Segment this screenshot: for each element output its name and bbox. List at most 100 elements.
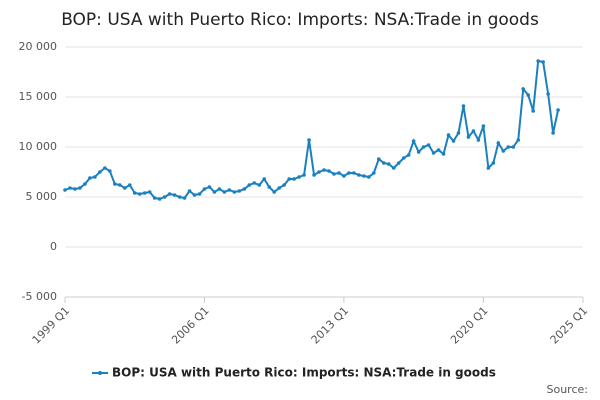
point	[272, 190, 276, 194]
point	[302, 173, 306, 177]
point	[172, 193, 177, 197]
point	[357, 173, 361, 177]
point	[282, 183, 286, 187]
x-tick-label: 2020 Q1	[448, 304, 491, 347]
point	[187, 189, 192, 193]
point	[367, 175, 371, 179]
y-tick-label: 5 000	[26, 190, 58, 203]
y-tick-label: 10 000	[19, 140, 58, 153]
point	[262, 177, 267, 181]
x-tick-label: 2013 Q1	[309, 304, 352, 347]
point	[93, 175, 97, 179]
point	[556, 108, 560, 112]
point	[137, 192, 142, 196]
point	[207, 185, 212, 189]
point	[88, 176, 92, 180]
point	[501, 149, 506, 153]
point	[68, 186, 72, 190]
point	[202, 187, 207, 191]
point	[237, 189, 242, 193]
point	[182, 196, 187, 200]
point	[421, 145, 426, 149]
point	[98, 170, 102, 174]
point	[73, 187, 77, 191]
point	[312, 173, 316, 177]
point	[521, 87, 526, 91]
point	[297, 175, 301, 179]
point	[108, 169, 112, 173]
point	[317, 170, 321, 174]
point	[197, 192, 202, 196]
point	[337, 171, 341, 175]
point	[152, 196, 157, 200]
point	[307, 138, 311, 142]
point	[222, 190, 227, 194]
point	[536, 59, 540, 63]
point	[476, 138, 481, 142]
point	[257, 183, 262, 187]
y-tick-label: 20 000	[19, 40, 58, 53]
y-tick-label: 15 000	[19, 90, 58, 103]
legend-marker	[98, 371, 102, 375]
point	[546, 92, 550, 96]
point	[327, 169, 331, 173]
x-tick-label: 2006 Q1	[169, 304, 212, 347]
point	[167, 192, 172, 196]
point	[242, 187, 247, 191]
point	[227, 188, 232, 192]
point	[217, 187, 222, 191]
point	[157, 197, 162, 201]
point	[162, 195, 167, 199]
point	[396, 161, 401, 165]
point	[416, 150, 421, 154]
point	[63, 188, 67, 192]
point	[526, 93, 531, 97]
point	[381, 161, 386, 165]
point	[391, 166, 396, 170]
point	[386, 162, 391, 166]
point	[411, 139, 416, 143]
point	[232, 190, 237, 194]
point	[127, 183, 132, 187]
x-tick-label: 1999 Q1	[30, 304, 73, 347]
point	[103, 166, 107, 170]
point	[177, 195, 182, 199]
chart-title: BOP: USA with Puerto Rico: Imports: NSA:…	[61, 10, 539, 30]
point	[491, 161, 496, 165]
point	[117, 183, 122, 187]
x-tick-label: 2025 Q1	[548, 304, 591, 347]
point	[362, 174, 366, 178]
point	[83, 182, 87, 186]
line	[64, 59, 560, 201]
point	[511, 145, 516, 149]
point	[466, 135, 471, 139]
point	[496, 141, 501, 145]
point	[347, 171, 351, 175]
point	[247, 183, 252, 187]
point	[551, 131, 555, 135]
point	[212, 190, 217, 194]
point	[252, 181, 257, 185]
point	[461, 104, 466, 108]
point	[142, 191, 147, 195]
legend-label: BOP: USA with Puerto Rico: Imports: NSA:…	[112, 366, 496, 380]
point	[506, 145, 511, 149]
point	[352, 171, 356, 175]
point	[78, 186, 82, 190]
point	[441, 152, 446, 156]
point	[147, 190, 152, 194]
point	[426, 143, 431, 147]
point	[446, 133, 451, 137]
point	[406, 153, 411, 157]
point	[456, 131, 461, 135]
y-tick-label: -5 000	[22, 290, 57, 303]
point	[132, 191, 137, 195]
point	[372, 171, 376, 175]
point	[481, 124, 486, 128]
point	[267, 185, 272, 189]
point	[332, 172, 336, 176]
point	[292, 177, 296, 181]
y-tick-label: 0	[50, 240, 57, 253]
point	[113, 182, 117, 186]
